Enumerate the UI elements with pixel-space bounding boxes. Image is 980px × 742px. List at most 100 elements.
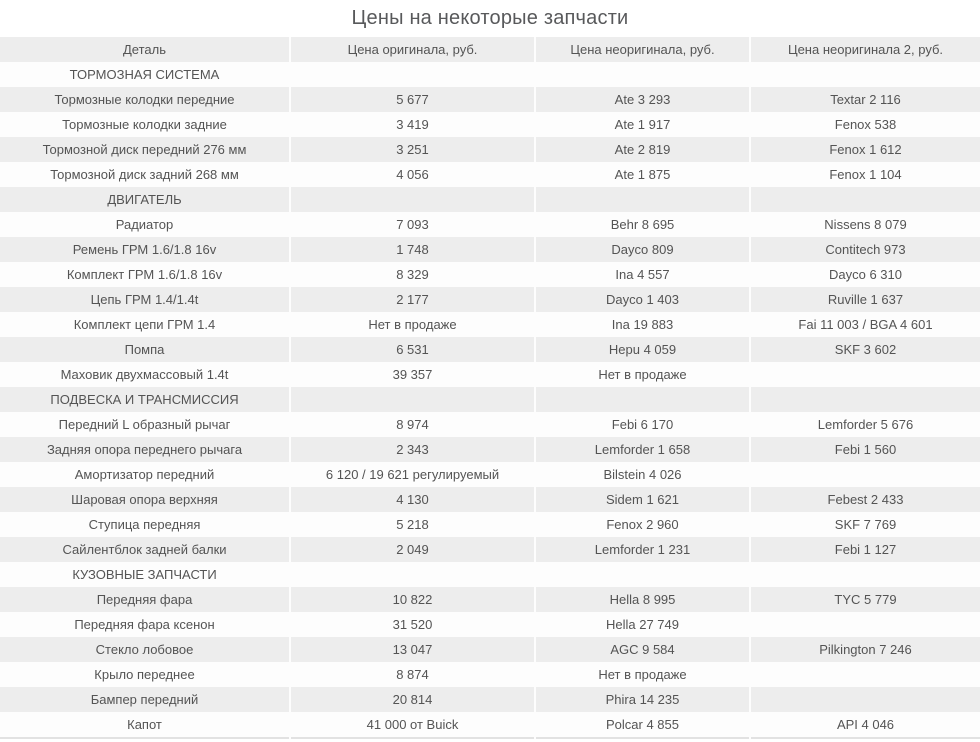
part-name-cell: Стекло лобовое (0, 637, 291, 662)
section-row: ДВИГАТЕЛЬ (0, 187, 980, 212)
original-price-cell: 41 000 от Buick (290, 712, 536, 738)
aftermarket-price-cell: Behr 8 695 (535, 212, 751, 237)
original-price-cell: 3 251 (290, 137, 536, 162)
aftermarket-price-2-cell (750, 562, 980, 587)
section-row: КУЗОВНЫЕ ЗАПЧАСТИ (0, 562, 980, 587)
original-price-cell: 8 974 (290, 412, 536, 437)
original-price-cell (290, 387, 536, 412)
section-title-cell: ПОДВЕСКА И ТРАНСМИССИЯ (0, 387, 291, 412)
aftermarket-price-cell: Dayco 809 (535, 237, 751, 262)
part-name-cell: Крыло переднее (0, 662, 291, 687)
part-name-cell: Капот (0, 712, 291, 738)
aftermarket-price-2-cell: Ruville 1 637 (750, 287, 980, 312)
table-row: Комплект ГРМ 1.6/1.8 16v 8 329 Ina 4 557 Da… (0, 262, 980, 287)
part-name-cell: Бампер передний (0, 687, 291, 712)
aftermarket-price-cell: Нет в продаже (535, 362, 751, 387)
aftermarket-price-cell: Sidem 1 621 (535, 487, 751, 512)
section-title-cell: ДВИГАТЕЛЬ (0, 187, 291, 212)
aftermarket-price-2-cell: Pilkington 7 246 (750, 637, 980, 662)
original-price-cell: 4 056 (290, 162, 536, 187)
aftermarket-price-2-cell: Febest 2 433 (750, 487, 980, 512)
part-name-cell: Комплект ГРМ 1.6/1.8 16v (0, 262, 291, 287)
aftermarket-price-2-cell (750, 187, 980, 212)
aftermarket-price-cell: Ate 3 293 (535, 87, 751, 112)
aftermarket-price-2-cell: Nissens 8 079 (750, 212, 980, 237)
original-price-cell: 10 822 (290, 587, 536, 612)
original-price-cell: 3 419 (290, 112, 536, 137)
aftermarket-price-cell: Ate 1 917 (535, 112, 751, 137)
table-row: Тормозные колодки задние 3 419 Ate 1 917 Fe… (0, 112, 980, 137)
part-name-cell: Тормозные колодки задние (0, 112, 291, 137)
aftermarket-price-2-cell (750, 62, 980, 87)
table-row: Радиатор 7 093 Behr 8 695 Nissens 8 079 (0, 212, 980, 237)
part-name-cell: Передняя фара (0, 587, 291, 612)
original-price-cell: 2 343 (290, 437, 536, 462)
original-price-cell: Нет в продаже (290, 312, 536, 337)
column-header-original-price: Цена оригинала, руб. (290, 37, 536, 62)
aftermarket-price-2-cell (750, 387, 980, 412)
aftermarket-price-cell: Bilstein 4 026 (535, 462, 751, 487)
aftermarket-price-2-cell: SKF 7 769 (750, 512, 980, 537)
part-name-cell: Ремень ГРМ 1.6/1.8 16v (0, 237, 291, 262)
original-price-cell (290, 62, 536, 87)
aftermarket-price-cell: Нет в продаже (535, 662, 751, 687)
table-row: Ступица передняя 5 218 Fenox 2 960 SKF 7 76… (0, 512, 980, 537)
table-row: Передний L образный рычаг 8 974 Febi 6 170… (0, 412, 980, 437)
aftermarket-price-2-cell: Contitech 973 (750, 237, 980, 262)
table-row: Маховик двухмассовый 1.4t 39 357 Нет в про… (0, 362, 980, 387)
original-price-cell: 2 049 (290, 537, 536, 562)
aftermarket-price-2-cell: Febi 1 127 (750, 537, 980, 562)
aftermarket-price-2-cell (750, 462, 980, 487)
aftermarket-price-cell: Ate 2 819 (535, 137, 751, 162)
parts-price-table: Деталь Цена оригинала, руб. Цена неориги… (0, 37, 980, 739)
table-row: Комплект цепи ГРМ 1.4 Нет в продаже Ina 19… (0, 312, 980, 337)
table-row: Сайлентблок задней балки 2 049 Lemforder 1… (0, 537, 980, 562)
table-row: Тормозные колодки передние 5 677 Ate 3 293… (0, 87, 980, 112)
original-price-cell: 6 531 (290, 337, 536, 362)
table-row: Помпа 6 531 Hepu 4 059 SKF 3 602 (0, 337, 980, 362)
aftermarket-price-2-cell: Lemforder 5 676 (750, 412, 980, 437)
section-title-cell: ТОРМОЗНАЯ СИСТЕМА (0, 62, 291, 87)
original-price-cell: 5 218 (290, 512, 536, 537)
section-row: ПОДВЕСКА И ТРАНСМИССИЯ (0, 387, 980, 412)
table-body: ТОРМОЗНАЯ СИСТЕМА Тормозные колодки перед… (0, 62, 980, 738)
part-name-cell: Сайлентблок задней балки (0, 537, 291, 562)
part-name-cell: Тормозной диск задний 268 мм (0, 162, 291, 187)
table-row: Цепь ГРМ 1.4/1.4t 2 177 Dayco 1 403 Ruville… (0, 287, 980, 312)
original-price-cell: 7 093 (290, 212, 536, 237)
part-name-cell: Комплект цепи ГРМ 1.4 (0, 312, 291, 337)
aftermarket-price-cell: Polcar 4 855 (535, 712, 751, 738)
aftermarket-price-cell: Phira 14 235 (535, 687, 751, 712)
header-row: Деталь Цена оригинала, руб. Цена неориги… (0, 37, 980, 62)
page-title: Цены на некоторые запчасти (351, 7, 629, 29)
aftermarket-price-2-cell: Dayco 6 310 (750, 262, 980, 287)
original-price-cell: 8 329 (290, 262, 536, 287)
aftermarket-price-2-cell (750, 687, 980, 712)
table-row: Амортизатор передний 6 120 / 19 621 регул… (0, 462, 980, 487)
part-name-cell: Тормозные колодки передние (0, 87, 291, 112)
table-row: Бампер передний 20 814 Phira 14 235 (0, 687, 980, 712)
column-header-part: Деталь (0, 37, 291, 62)
original-price-cell: 2 177 (290, 287, 536, 312)
aftermarket-price-2-cell: Febi 1 560 (750, 437, 980, 462)
aftermarket-price-2-cell: Fai 11 003 / BGA 4 601 (750, 312, 980, 337)
section-title-cell: КУЗОВНЫЕ ЗАПЧАСТИ (0, 562, 291, 587)
column-header-aftermarket-price: Цена неоригинала, руб. (535, 37, 751, 62)
aftermarket-price-2-cell (750, 612, 980, 637)
table-row: Тормозной диск задний 268 мм 4 056 Ate 1 8… (0, 162, 980, 187)
original-price-cell: 13 047 (290, 637, 536, 662)
original-price-cell: 39 357 (290, 362, 536, 387)
original-price-cell: 5 677 (290, 87, 536, 112)
original-price-cell (290, 187, 536, 212)
aftermarket-price-cell: Dayco 1 403 (535, 287, 751, 312)
part-name-cell: Помпа (0, 337, 291, 362)
table-row: Передняя фара ксенон 31 520 Hella 27 749 (0, 612, 980, 637)
original-price-cell: 31 520 (290, 612, 536, 637)
aftermarket-price-cell: Lemforder 1 231 (535, 537, 751, 562)
table-row: Передняя фара 10 822 Hella 8 995 TYC 5 779 (0, 587, 980, 612)
aftermarket-price-cell (535, 62, 751, 87)
aftermarket-price-cell: Hepu 4 059 (535, 337, 751, 362)
table-row: Шаровая опора верхняя 4 130 Sidem 1 621 Feb… (0, 487, 980, 512)
section-row: ТОРМОЗНАЯ СИСТЕМА (0, 62, 980, 87)
aftermarket-price-2-cell: Fenox 1 612 (750, 137, 980, 162)
